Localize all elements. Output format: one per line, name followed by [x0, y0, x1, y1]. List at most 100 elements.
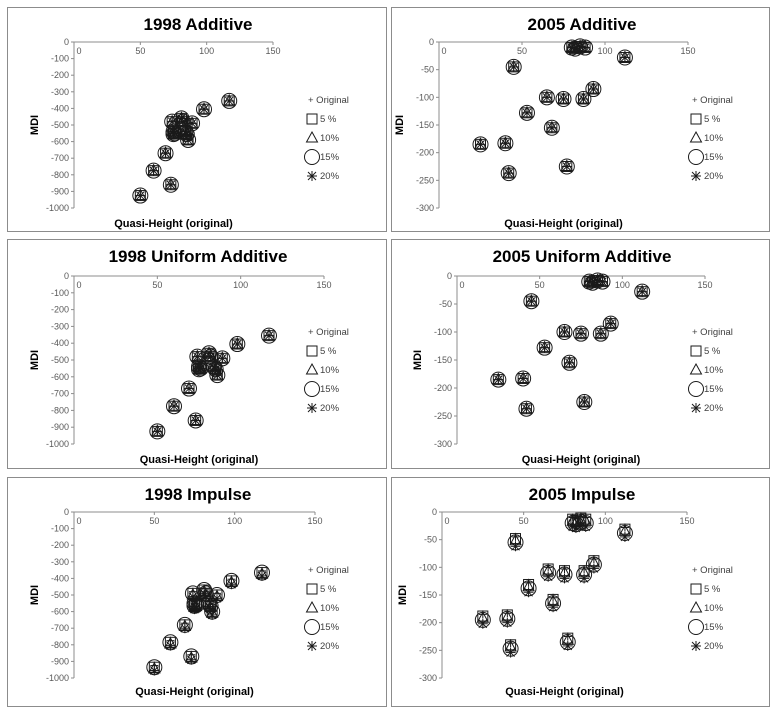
data-point [536, 339, 553, 356]
x-tick-label: 100 [227, 516, 242, 526]
data-point [502, 617, 513, 628]
y-tick-label: -500 [51, 355, 69, 365]
star-d2 [212, 370, 222, 380]
star-d2 [620, 53, 630, 62]
series-15 [132, 92, 238, 204]
data-point [561, 161, 572, 172]
data-point [518, 400, 535, 417]
series-20 [149, 570, 267, 676]
legend-marker [307, 171, 317, 181]
legend-entry: 10% [704, 603, 724, 614]
star-d2 [506, 648, 515, 657]
star-d2 [149, 166, 158, 176]
x-tick-label: 150 [679, 516, 694, 526]
star-d2 [206, 604, 215, 614]
chart-title: 1998 Uniform Additive [109, 247, 288, 266]
data-point [558, 93, 569, 104]
legend-entry: 5 % [320, 346, 337, 357]
legend-marker [306, 113, 318, 125]
chart-svg: 1998 Uniform Additive 0 -100 -200 -300 -400 -5… [29, 247, 349, 466]
x-tick-label: 150 [307, 516, 322, 526]
data-point [573, 325, 589, 342]
star-d2 [579, 397, 589, 407]
star-d2 [224, 96, 234, 106]
data-point [226, 579, 237, 590]
chart-title: 2005 Impulse [529, 485, 636, 504]
y-tick-label: -50 [421, 65, 434, 75]
star-d2 [307, 641, 317, 651]
y-tick-label: -1000 [46, 203, 69, 213]
x-tick-label: 50 [535, 280, 545, 290]
star-d2 [567, 43, 577, 52]
y-tick-label: -700 [51, 623, 69, 633]
legend-marker [305, 130, 319, 143]
x-tick-label: 100 [597, 46, 612, 56]
data-point [518, 104, 535, 121]
star-d2 [192, 352, 202, 361]
legend-marker [304, 381, 320, 397]
star-d2 [191, 416, 201, 425]
legend-entry: 10% [320, 603, 340, 614]
y-tick-label: -200 [51, 305, 69, 315]
star-d2 [196, 364, 206, 373]
legend-entry: 5 % [320, 584, 337, 595]
x-tick-label: 0 [441, 46, 446, 56]
data-point [585, 81, 602, 98]
star-d2 [502, 618, 512, 628]
y-tick-label: -100 [51, 54, 69, 64]
y-tick-label: -300 [51, 557, 69, 567]
star-d2 [691, 641, 701, 651]
star-d2 [166, 641, 175, 650]
x-axis-label: Quasi-Height (original) [135, 686, 254, 698]
star-d2 [167, 117, 177, 127]
legend-entry: 5 % [704, 114, 721, 125]
data-point [477, 618, 488, 629]
data-point [192, 351, 203, 362]
star-d2 [565, 358, 574, 368]
data-point [526, 296, 537, 307]
legend-entry: 15% [704, 622, 724, 633]
data-point [521, 403, 532, 414]
legend-entry: 15% [704, 384, 724, 395]
x-tick-label: 0 [444, 516, 449, 526]
series-15 [472, 38, 633, 182]
data-point [212, 370, 223, 381]
star-d2 [620, 532, 630, 542]
x-tick-label: 50 [152, 280, 162, 290]
data-point [166, 125, 183, 142]
star-d2 [166, 180, 176, 190]
x-tick-label: 50 [519, 516, 529, 526]
data-point [157, 145, 174, 162]
legend-entry: 10% [704, 133, 724, 144]
data-point [505, 58, 522, 75]
y-tick-label: -900 [51, 422, 69, 432]
y-axis-label: MDI [29, 115, 41, 135]
star-d2 [169, 401, 179, 411]
x-tick-label: 0 [76, 516, 81, 526]
star-d2 [691, 171, 701, 181]
star-d2 [589, 84, 598, 94]
star-d2 [511, 541, 520, 551]
star-d2 [576, 329, 586, 339]
star-d2 [188, 592, 198, 602]
series-20 [477, 520, 630, 658]
chart-svg: 1998 Impulse 0 -100 -200 -300 -400 -500 -600 -70… [29, 485, 349, 698]
star-d2 [206, 352, 216, 361]
data-point [189, 348, 206, 365]
data-point [559, 573, 570, 584]
star-d2 [170, 128, 180, 138]
star-d2 [524, 587, 533, 597]
legend-entry: 15% [320, 152, 340, 163]
data-point [602, 315, 619, 332]
y-tick-label: -800 [51, 405, 69, 415]
data-point [169, 128, 180, 139]
legend-marker [688, 149, 704, 165]
y-tick-label: -100 [419, 562, 437, 572]
star-d2 [560, 574, 569, 583]
y-tick-label: 0 [64, 507, 69, 517]
chart-svg: 1998 Additive 0 -100 -200 -300 -400 -500 -600 -7… [29, 15, 349, 230]
x-axis-label: Quasi-Height (original) [140, 454, 259, 466]
data-point [206, 358, 222, 375]
y-tick-label: -200 [419, 618, 437, 628]
data-point [575, 41, 586, 52]
